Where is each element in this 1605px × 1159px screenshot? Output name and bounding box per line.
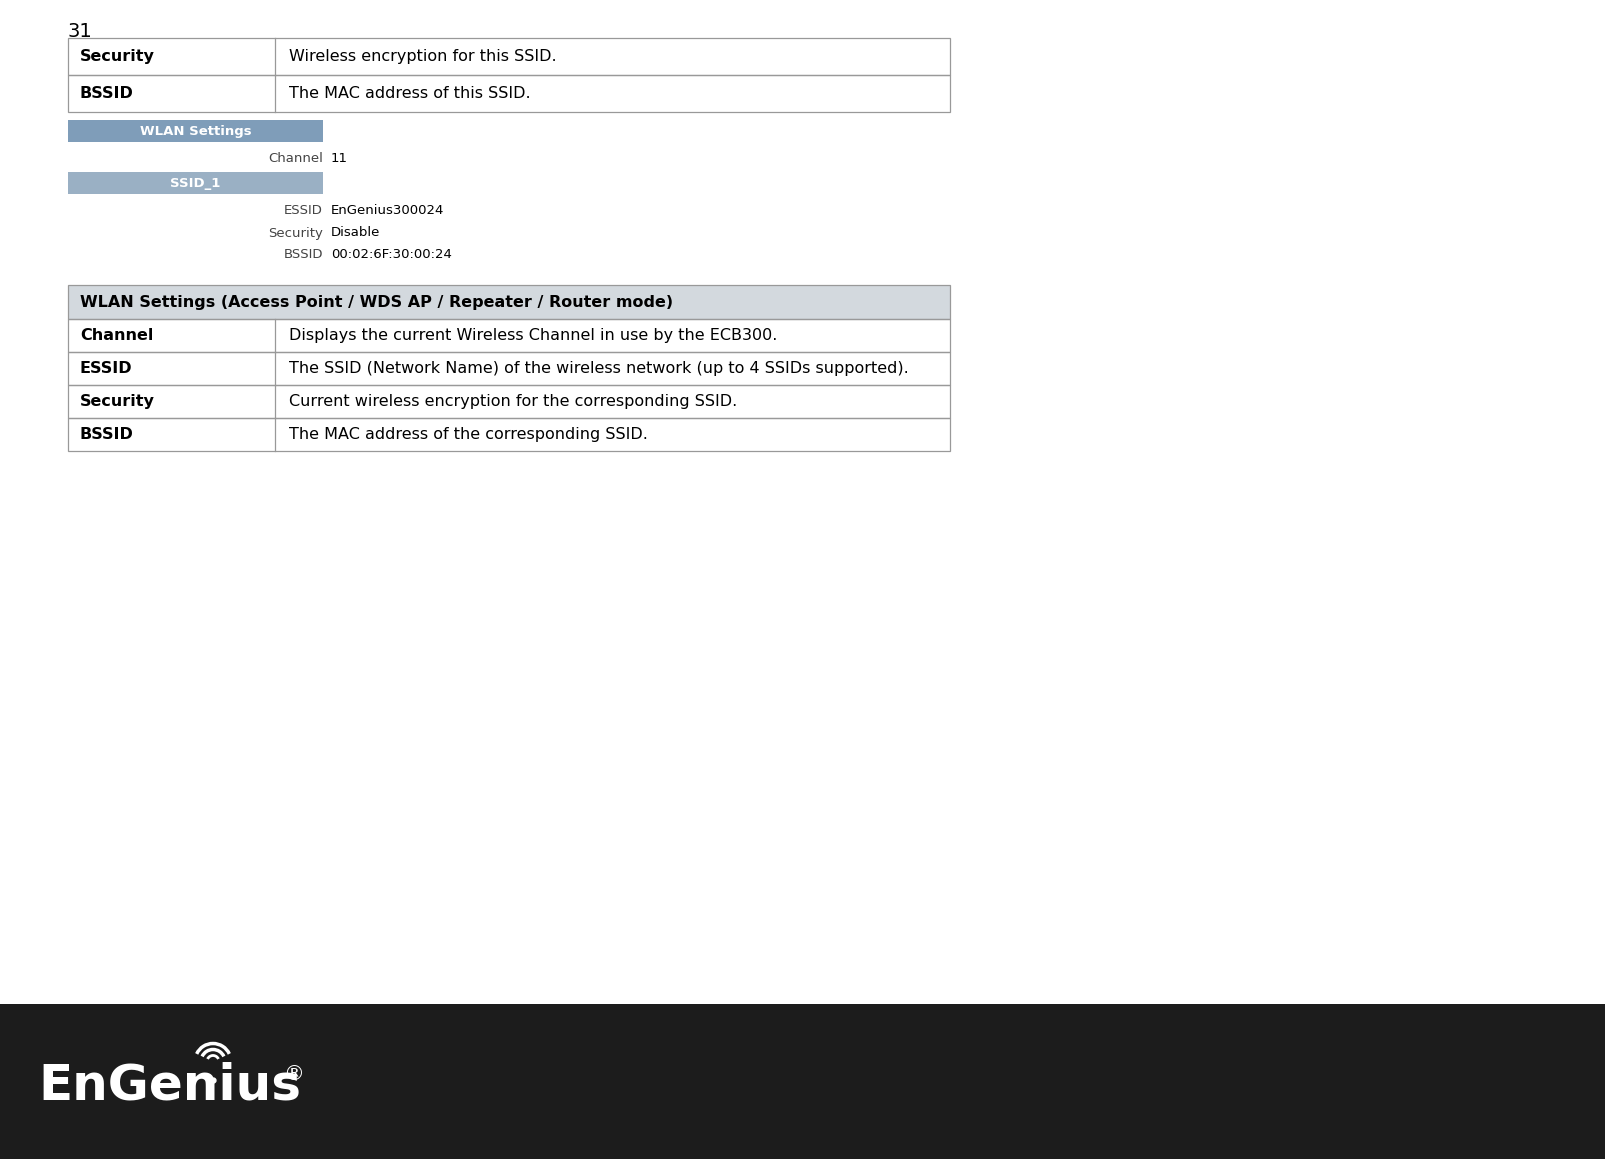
Text: 31: 31 — [67, 22, 93, 41]
Text: WLAN Settings (Access Point / WDS AP / Repeater / Router mode): WLAN Settings (Access Point / WDS AP / R… — [80, 294, 672, 309]
Text: Security: Security — [268, 226, 323, 240]
Text: EnGenius: EnGenius — [39, 1062, 300, 1109]
Text: Security: Security — [80, 394, 154, 409]
FancyBboxPatch shape — [67, 285, 950, 319]
Text: ®: ® — [282, 1064, 303, 1084]
Text: Channel: Channel — [268, 153, 323, 166]
Text: WLAN Settings: WLAN Settings — [140, 124, 250, 138]
Text: ESSID: ESSID — [80, 360, 133, 376]
Text: The MAC address of this SSID.: The MAC address of this SSID. — [289, 86, 531, 101]
Text: ESSID: ESSID — [284, 204, 323, 218]
Text: SSID_1: SSID_1 — [170, 176, 220, 190]
Text: Channel: Channel — [80, 328, 154, 343]
Text: BSSID: BSSID — [80, 427, 133, 442]
FancyBboxPatch shape — [67, 121, 323, 143]
Text: BSSID: BSSID — [284, 248, 323, 262]
Text: EnGenius300024: EnGenius300024 — [331, 204, 445, 218]
Text: The MAC address of the corresponding SSID.: The MAC address of the corresponding SSI… — [289, 427, 648, 442]
Text: 11: 11 — [331, 153, 348, 166]
FancyBboxPatch shape — [67, 172, 323, 194]
Text: Current wireless encryption for the corresponding SSID.: Current wireless encryption for the corr… — [289, 394, 737, 409]
Text: 00:02:6F:30:00:24: 00:02:6F:30:00:24 — [331, 248, 451, 262]
Text: The SSID (Network Name) of the wireless network (up to 4 SSIDs supported).: The SSID (Network Name) of the wireless … — [289, 360, 908, 376]
Text: Wireless encryption for this SSID.: Wireless encryption for this SSID. — [289, 49, 557, 64]
Text: Displays the current Wireless Channel in use by the ECB300.: Displays the current Wireless Channel in… — [289, 328, 777, 343]
FancyBboxPatch shape — [0, 1004, 1605, 1159]
Text: Disable: Disable — [331, 226, 380, 240]
Text: Security: Security — [80, 49, 154, 64]
Text: BSSID: BSSID — [80, 86, 133, 101]
